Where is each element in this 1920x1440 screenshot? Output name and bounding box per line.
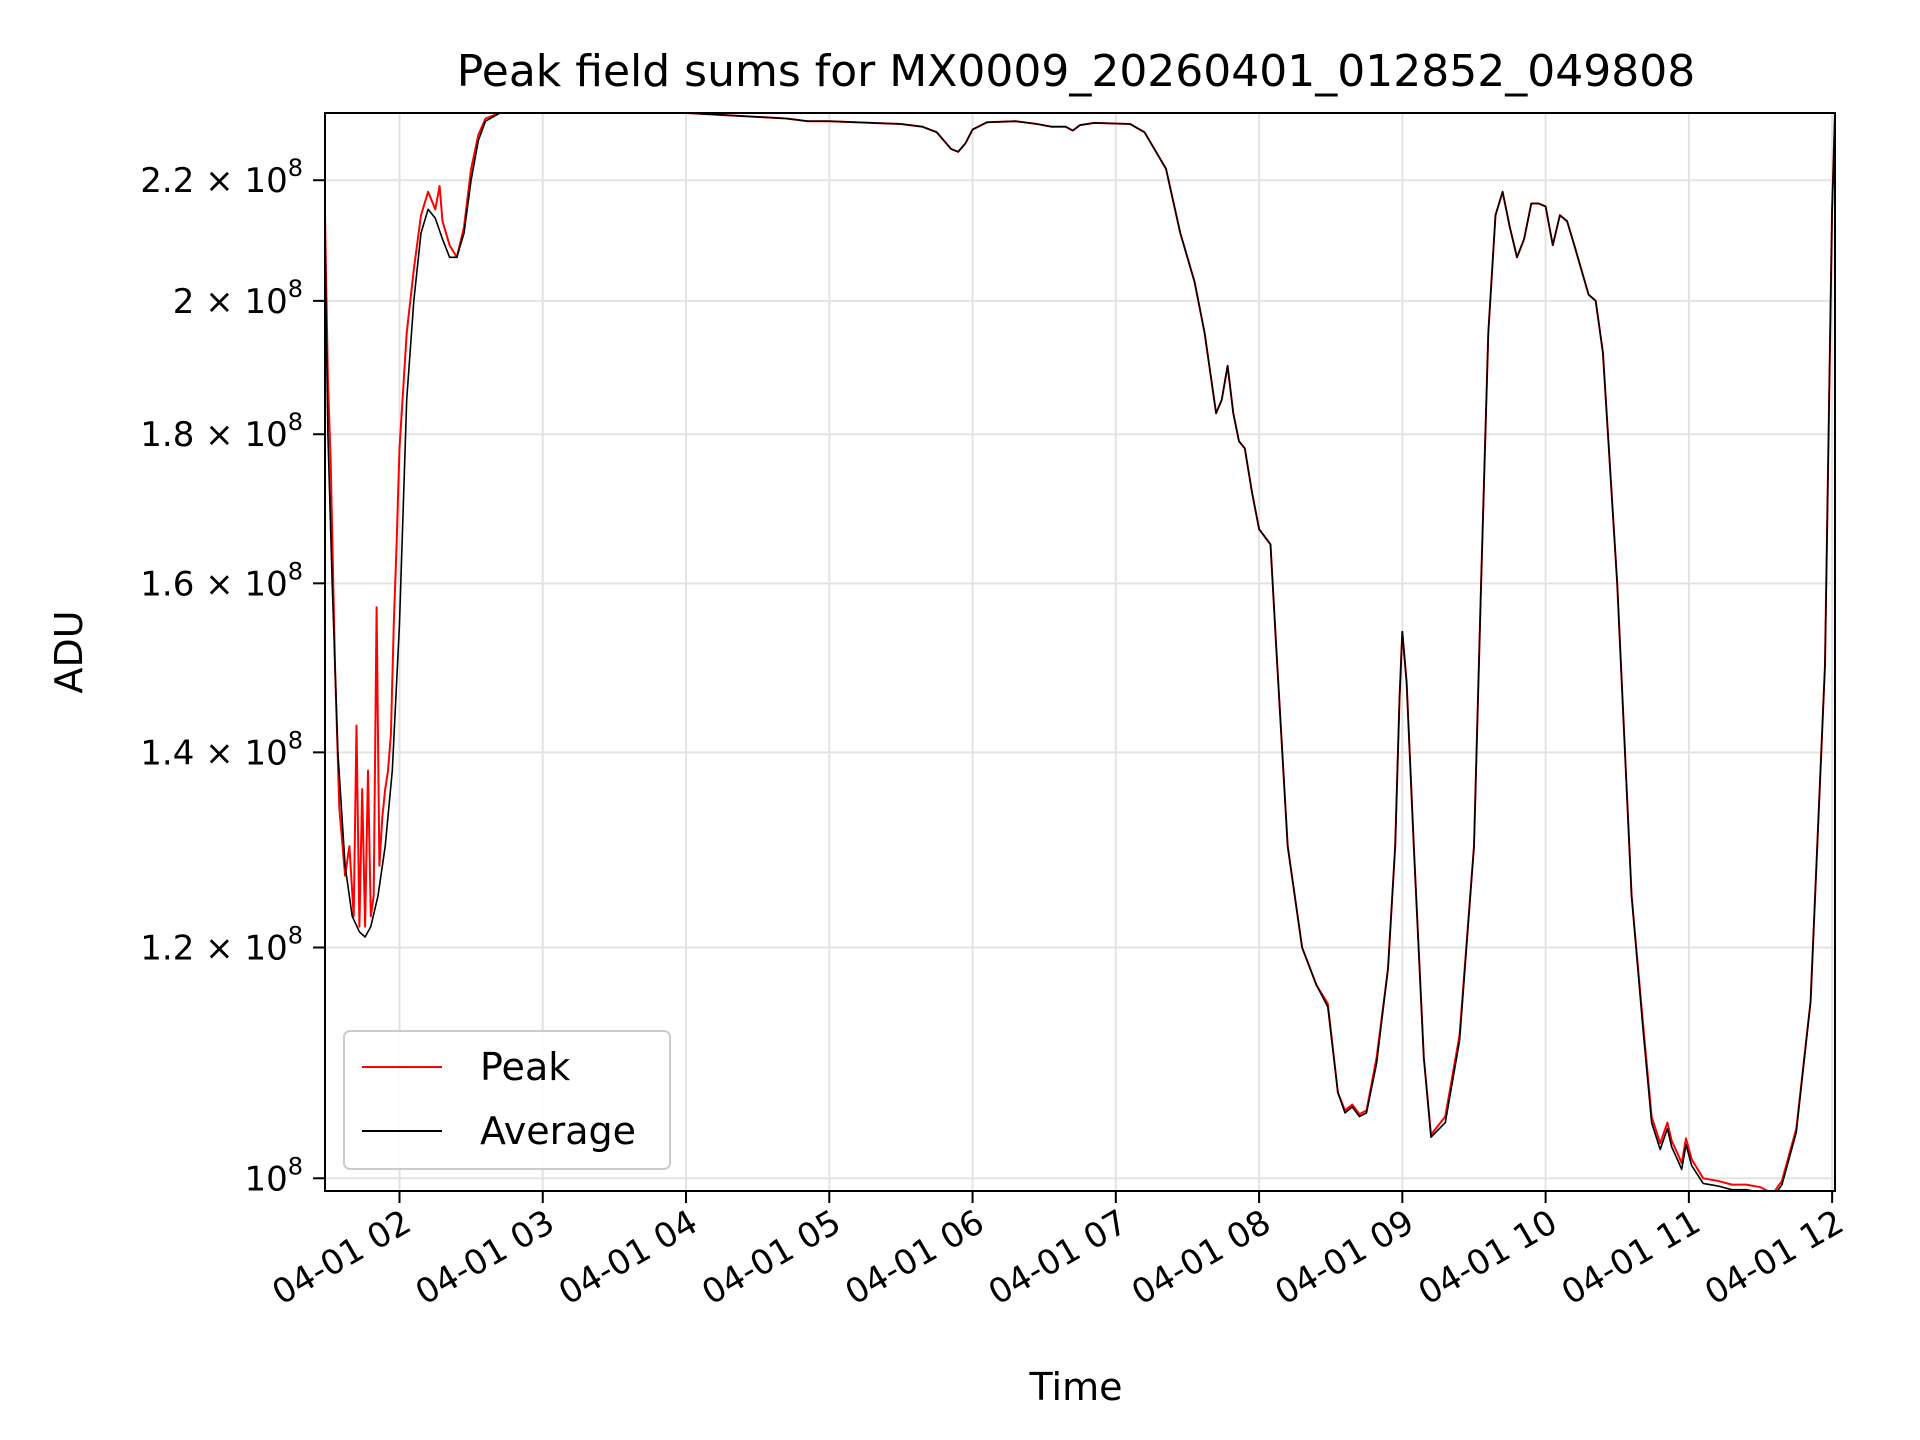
legend: Peak Average (343, 1030, 671, 1170)
series-line-average (325, 113, 1835, 1191)
y-tick-label: 1.6 × 108 (140, 557, 303, 604)
legend-box (343, 1030, 671, 1170)
x-axis-label: Time (1029, 1365, 1123, 1409)
grid (325, 113, 1835, 1191)
y-axis-ticks: 108 1.2 × 108 1.4 × 108 1.6 × 108 1.8 × 108 2… (140, 154, 325, 1199)
legend-label-peak: Peak (480, 1045, 570, 1089)
y-tick-label: 2.2 × 108 (140, 154, 303, 201)
y-tick-label: 108 (244, 1152, 303, 1199)
series-layer (325, 113, 1835, 1191)
y-tick-label: 1.4 × 108 (140, 726, 303, 773)
y-tick-label: 2 × 108 (173, 275, 303, 322)
plot-frame (324, 112, 1836, 1192)
chart-title: Peak field sums for MX0009_20260401_0128… (457, 46, 1695, 97)
y-tick-label: 1.2 × 108 (140, 921, 303, 968)
legend-label-average: Average (480, 1109, 636, 1153)
y-tick-label: 1.8 × 108 (140, 408, 303, 455)
y-axis-label: ADU (47, 610, 91, 693)
